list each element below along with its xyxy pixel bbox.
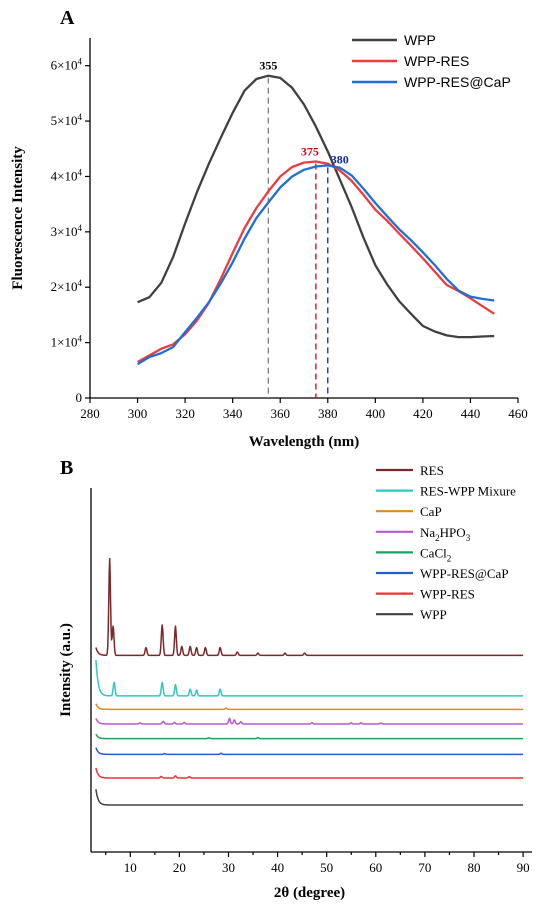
- x-tick-label: 280: [80, 406, 100, 421]
- pattern-cap: [95, 703, 524, 711]
- x-tick-label: 80: [467, 860, 480, 875]
- legend-label-wpp-res: WPP-RES: [420, 587, 475, 602]
- y-tick-label: 4×104: [51, 167, 83, 183]
- y-tick-label: 1×104: [51, 334, 83, 350]
- legend-label-cacl2: CaCl2: [420, 545, 451, 563]
- pattern-res-wpp-mixure: [95, 659, 524, 697]
- x-tick-label: 70: [418, 860, 431, 875]
- x-tick-label: 300: [128, 406, 148, 421]
- x-tick-label: 40: [271, 860, 284, 875]
- panel-b: B 10 20 30 40 50 60 70 80 90 2θ (degree) Intensity …: [58, 457, 532, 901]
- x-tick-label: 340: [223, 406, 243, 421]
- y-tick-label: 5×104: [51, 112, 83, 128]
- panel-label-b: B: [60, 457, 73, 479]
- x-tick-label: 420: [413, 406, 433, 421]
- pattern-wpp: [95, 789, 524, 806]
- legend-label-wpp-res-cap: WPP-RES@CaP: [404, 74, 511, 90]
- x-tick-label: 460: [508, 406, 528, 421]
- legend-label-res-wpp-mixure: RES-WPP Mixure: [420, 484, 516, 499]
- pattern-cacl2: [95, 733, 524, 740]
- y-tick-label: 2×104: [51, 278, 83, 294]
- x-tick-label: 380: [318, 406, 338, 421]
- series-line-wpp-res-cap: [137, 164, 495, 366]
- x-tick-label: 90: [517, 860, 530, 875]
- series-line-wpp: [137, 74, 495, 339]
- pattern-wpp-res-cap: [95, 747, 524, 756]
- pattern-na2hpo: [95, 717, 524, 725]
- peak-label-375: 375: [301, 145, 319, 159]
- x-tick-label: 440: [461, 406, 481, 421]
- pattern-wpp-res: [95, 767, 524, 779]
- panel-a: A 280 300 320 340 360 380 400 420 440 460 0 1×104 2×1…: [10, 7, 528, 450]
- x-tick-label: 30: [222, 860, 235, 875]
- x-tick-label: 400: [366, 406, 386, 421]
- x-tick-label: 10: [124, 860, 137, 875]
- y-axis-title: Intensity (a.u.): [58, 623, 74, 717]
- x-axis-title: 2θ (degree): [274, 885, 345, 901]
- x-axis-title: Wavelength (nm): [249, 434, 359, 450]
- x-tick-label: 20: [173, 860, 186, 875]
- legend-label-res: RES: [420, 463, 444, 478]
- y-axis-title: Fluorescence Intensity: [10, 146, 26, 290]
- y-tick-label: 3×104: [51, 223, 83, 239]
- series-line-wpp-res: [137, 160, 495, 364]
- panel-label-a: A: [60, 7, 75, 29]
- peak-label-355: 355: [259, 59, 277, 73]
- x-tick-label: 320: [175, 406, 195, 421]
- x-tick-label: 360: [270, 406, 290, 421]
- x-tick-label: 60: [369, 860, 382, 875]
- peak-label-380: 380: [331, 152, 349, 166]
- x-tick-label: 50: [320, 860, 333, 875]
- pattern-res: [95, 557, 524, 657]
- legend-label-wpp: WPP: [420, 607, 447, 622]
- legend-label-na2hpo3: Na2HPO3: [420, 525, 471, 543]
- legend-label-wpp-res-cap: WPP-RES@CaP: [420, 566, 509, 581]
- y-tick-label: 0: [76, 390, 83, 405]
- y-tick-label: 6×104: [51, 57, 83, 73]
- legend-label-cap: CaP: [420, 504, 442, 519]
- legend-label-wpp: WPP: [404, 32, 436, 48]
- legend-label-wpp-res: WPP-RES: [404, 53, 469, 69]
